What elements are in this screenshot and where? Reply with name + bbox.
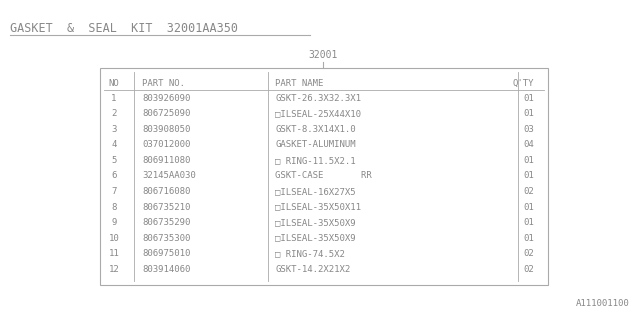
Text: □ RING-11.5X2.1: □ RING-11.5X2.1 bbox=[275, 156, 356, 165]
Text: Q'TY: Q'TY bbox=[513, 79, 534, 88]
Text: 02: 02 bbox=[524, 249, 534, 258]
Text: 8: 8 bbox=[111, 203, 116, 212]
Text: 02: 02 bbox=[524, 265, 534, 274]
Text: 037012000: 037012000 bbox=[142, 140, 190, 149]
Text: 7: 7 bbox=[111, 187, 116, 196]
Text: 9: 9 bbox=[111, 218, 116, 227]
Text: 10: 10 bbox=[109, 234, 120, 243]
Text: 806716080: 806716080 bbox=[142, 187, 190, 196]
Text: 4: 4 bbox=[111, 140, 116, 149]
Text: 806735300: 806735300 bbox=[142, 234, 190, 243]
Text: 5: 5 bbox=[111, 156, 116, 165]
Text: □ILSEAL-35X50X11: □ILSEAL-35X50X11 bbox=[275, 203, 361, 212]
Text: 806735290: 806735290 bbox=[142, 218, 190, 227]
Text: 3: 3 bbox=[111, 125, 116, 134]
Text: 04: 04 bbox=[524, 140, 534, 149]
Text: □ILSEAL-35X50X9: □ILSEAL-35X50X9 bbox=[275, 218, 356, 227]
Text: 32001: 32001 bbox=[308, 50, 338, 60]
Text: GSKT-8.3X14X1.0: GSKT-8.3X14X1.0 bbox=[275, 125, 356, 134]
Text: GASKET  &  SEAL  KIT  32001AA350: GASKET & SEAL KIT 32001AA350 bbox=[10, 22, 238, 35]
Text: 01: 01 bbox=[524, 156, 534, 165]
Text: 01: 01 bbox=[524, 172, 534, 180]
Text: GSKT-CASE       RR: GSKT-CASE RR bbox=[275, 172, 372, 180]
Text: 803926090: 803926090 bbox=[142, 94, 190, 103]
Text: 2: 2 bbox=[111, 109, 116, 118]
Text: 806735210: 806735210 bbox=[142, 203, 190, 212]
Text: 806725090: 806725090 bbox=[142, 109, 190, 118]
Text: NO: NO bbox=[109, 79, 120, 88]
Text: 32145AA030: 32145AA030 bbox=[142, 172, 196, 180]
Text: 01: 01 bbox=[524, 94, 534, 103]
Text: PART NAME: PART NAME bbox=[275, 79, 323, 88]
Text: GASKET-ALUMINUM: GASKET-ALUMINUM bbox=[275, 140, 356, 149]
Text: 803908050: 803908050 bbox=[142, 125, 190, 134]
Bar bbox=[100, 68, 548, 285]
Text: □ILSEAL-35X50X9: □ILSEAL-35X50X9 bbox=[275, 234, 356, 243]
Text: 01: 01 bbox=[524, 203, 534, 212]
Text: 6: 6 bbox=[111, 172, 116, 180]
Text: □ILSEAL-25X44X10: □ILSEAL-25X44X10 bbox=[275, 109, 361, 118]
Text: 12: 12 bbox=[109, 265, 120, 274]
Text: □ILSEAL-16X27X5: □ILSEAL-16X27X5 bbox=[275, 187, 356, 196]
Text: 11: 11 bbox=[109, 249, 120, 258]
Text: □ RING-74.5X2: □ RING-74.5X2 bbox=[275, 249, 345, 258]
Text: 803914060: 803914060 bbox=[142, 265, 190, 274]
Text: PART NO.: PART NO. bbox=[142, 79, 185, 88]
Text: 806975010: 806975010 bbox=[142, 249, 190, 258]
Text: 806911080: 806911080 bbox=[142, 156, 190, 165]
Text: A111001100: A111001100 bbox=[576, 299, 630, 308]
Text: GSKT-14.2X21X2: GSKT-14.2X21X2 bbox=[275, 265, 350, 274]
Text: 01: 01 bbox=[524, 234, 534, 243]
Text: 03: 03 bbox=[524, 125, 534, 134]
Text: 1: 1 bbox=[111, 94, 116, 103]
Text: 01: 01 bbox=[524, 109, 534, 118]
Text: 02: 02 bbox=[524, 187, 534, 196]
Text: 01: 01 bbox=[524, 218, 534, 227]
Text: GSKT-26.3X32.3X1: GSKT-26.3X32.3X1 bbox=[275, 94, 361, 103]
